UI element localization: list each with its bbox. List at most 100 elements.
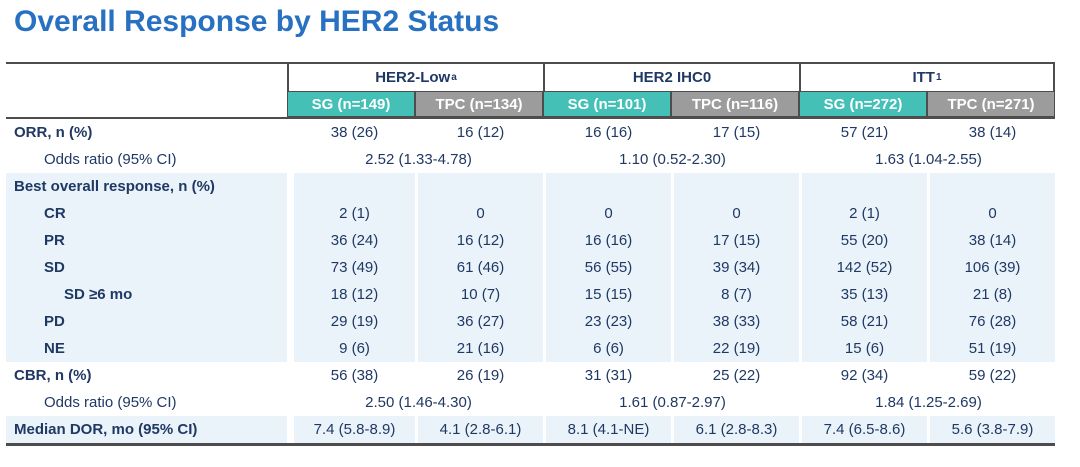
column-header-sg: SG (n=272) <box>799 91 927 117</box>
value-cell: 76 (28) <box>927 308 1055 335</box>
row-label: CR <box>6 200 287 227</box>
value-cell: 23 (23) <box>543 308 671 335</box>
header-group-row: HER2-Low a HER2 IHC0 ITT 1 <box>6 64 1055 91</box>
value-cell: 51 (19) <box>927 335 1055 362</box>
table-row: Median DOR, mo (95% CI) 7.4 (5.8-8.9) 4.1 … <box>6 416 1055 443</box>
table-row: PD 29 (19) 36 (27) 23 (23) 38 (33) 58 (21) 76 … <box>6 308 1055 335</box>
value-cell: 38 (26) <box>287 119 415 146</box>
value-cell: 16 (12) <box>415 119 543 146</box>
value-cell: 2.52 (1.33-4.78) <box>287 146 543 173</box>
value-cell: 4.1 (2.8-6.1) <box>415 416 543 443</box>
value-cell: 2 (1) <box>799 200 927 227</box>
value-cell <box>799 173 927 200</box>
value-cell: 2 (1) <box>287 200 415 227</box>
value-cell: 26 (19) <box>415 362 543 389</box>
value-cell: 6 (6) <box>543 335 671 362</box>
value-cell <box>287 173 415 200</box>
value-cell: 38 (14) <box>927 119 1055 146</box>
row-label: SD <box>6 254 287 281</box>
column-group-header: HER2 IHC0 <box>543 64 799 91</box>
page-title: Overall Response by HER2 Status <box>14 5 500 38</box>
value-cell: 92 (34) <box>799 362 927 389</box>
table-row: ORR, n (%) 38 (26) 16 (12) 16 (16) 17 (15) 57… <box>6 119 1055 146</box>
value-cell: 56 (55) <box>543 254 671 281</box>
value-cell: 35 (13) <box>799 281 927 308</box>
table-header: HER2-Low a HER2 IHC0 ITT 1 SG (n=149) TPC (n=… <box>6 64 1055 119</box>
value-cell: 29 (19) <box>287 308 415 335</box>
value-cell: 55 (20) <box>799 227 927 254</box>
value-cell: 7.4 (5.8-8.9) <box>287 416 415 443</box>
value-cell: 25 (22) <box>671 362 799 389</box>
row-label: ORR, n (%) <box>14 124 93 141</box>
value-cell: 7.4 (6.5-8.6) <box>799 416 927 443</box>
value-cell: 21 (8) <box>927 281 1055 308</box>
header-sub-row: SG (n=149) TPC (n=134) SG (n=101) TPC (n=11… <box>6 91 1055 117</box>
value-cell: 58 (21) <box>799 308 927 335</box>
column-header-sg: SG (n=101) <box>543 91 671 117</box>
value-cell: 0 <box>543 200 671 227</box>
value-cell: 10 (7) <box>415 281 543 308</box>
value-cell: 0 <box>415 200 543 227</box>
row-label: Odds ratio (95% CI) <box>44 394 177 411</box>
column-header-sg: SG (n=149) <box>287 91 415 117</box>
value-cell: 106 (39) <box>927 254 1055 281</box>
value-cell: 73 (49) <box>287 254 415 281</box>
value-cell: 2.50 (1.46-4.30) <box>287 389 543 416</box>
value-cell: 59 (22) <box>927 362 1055 389</box>
table-body: ORR, n (%) 38 (26) 16 (12) 16 (16) 17 (15) 57… <box>6 119 1055 443</box>
row-label: PD <box>6 308 287 335</box>
value-cell: 57 (21) <box>799 119 927 146</box>
header-spacer <box>6 91 287 117</box>
value-cell: 56 (38) <box>287 362 415 389</box>
table-row: PR 36 (24) 16 (12) 16 (16) 17 (15) 55 (20) 38 … <box>6 227 1055 254</box>
value-cell: 17 (15) <box>671 119 799 146</box>
value-cell: 16 (16) <box>543 227 671 254</box>
value-cell: 1.63 (1.04-2.55) <box>799 146 1055 173</box>
value-cell: 21 (16) <box>415 335 543 362</box>
value-cell: 38 (14) <box>927 227 1055 254</box>
table-row: CBR, n (%) 56 (38) 26 (19) 31 (31) 25 (22) 92… <box>6 362 1055 389</box>
table-row: NE 9 (6) 21 (16) 6 (6) 22 (19) 15 (6) 51 (19) <box>6 335 1055 362</box>
value-cell: 31 (31) <box>543 362 671 389</box>
value-cell <box>415 173 543 200</box>
value-cell: 1.84 (1.25-2.69) <box>799 389 1055 416</box>
value-cell: 16 (16) <box>543 119 671 146</box>
table-row: CR 2 (1) 0 0 0 2 (1) 0 <box>6 200 1055 227</box>
value-cell: 6.1 (2.8-8.3) <box>671 416 799 443</box>
value-cell: 36 (27) <box>415 308 543 335</box>
column-group-header: HER2-Low a <box>287 64 543 91</box>
value-cell: 142 (52) <box>799 254 927 281</box>
header-spacer <box>6 64 287 91</box>
value-cell <box>927 173 1055 200</box>
value-cell: 38 (33) <box>671 308 799 335</box>
value-cell <box>543 173 671 200</box>
value-cell: 0 <box>671 200 799 227</box>
value-cell: 16 (12) <box>415 227 543 254</box>
table-row: SD 73 (49) 61 (46) 56 (55) 39 (34) 142 (52) 10… <box>6 254 1055 281</box>
value-cell: 1.61 (0.87-2.97) <box>543 389 799 416</box>
value-cell: 0 <box>927 200 1055 227</box>
row-label: NE <box>6 335 287 362</box>
value-cell: 17 (15) <box>671 227 799 254</box>
column-header-tpc: TPC (n=134) <box>415 91 543 117</box>
row-label: Odds ratio (95% CI) <box>44 151 177 168</box>
value-cell <box>671 173 799 200</box>
value-cell: 5.6 (3.8-7.9) <box>927 416 1055 443</box>
value-cell: 15 (6) <box>799 335 927 362</box>
column-header-tpc: TPC (n=271) <box>927 91 1055 117</box>
value-cell: 61 (46) <box>415 254 543 281</box>
row-label: PR <box>6 227 287 254</box>
value-cell: 18 (12) <box>287 281 415 308</box>
table-row: Odds ratio (95% CI) 2.52 (1.33-4.78) 1.10 … <box>6 146 1055 173</box>
value-cell: 8.1 (4.1-NE) <box>543 416 671 443</box>
value-cell: 9 (6) <box>287 335 415 362</box>
row-label: CBR, n (%) <box>14 367 92 384</box>
row-label: SD ≥6 mo <box>6 281 287 308</box>
column-group-header: ITT 1 <box>799 64 1055 91</box>
table-row: SD ≥6 mo 18 (12) 10 (7) 15 (15) 8 (7) 35 (13)… <box>6 281 1055 308</box>
value-cell: 39 (34) <box>671 254 799 281</box>
table-row: Best overall response, n (%) <box>6 173 1055 200</box>
value-cell: 1.10 (0.52-2.30) <box>543 146 799 173</box>
table-row: Odds ratio (95% CI) 2.50 (1.46-4.30) 1.61 … <box>6 389 1055 416</box>
response-table: HER2-Low a HER2 IHC0 ITT 1 SG (n=149) TPC (n=… <box>6 62 1055 446</box>
